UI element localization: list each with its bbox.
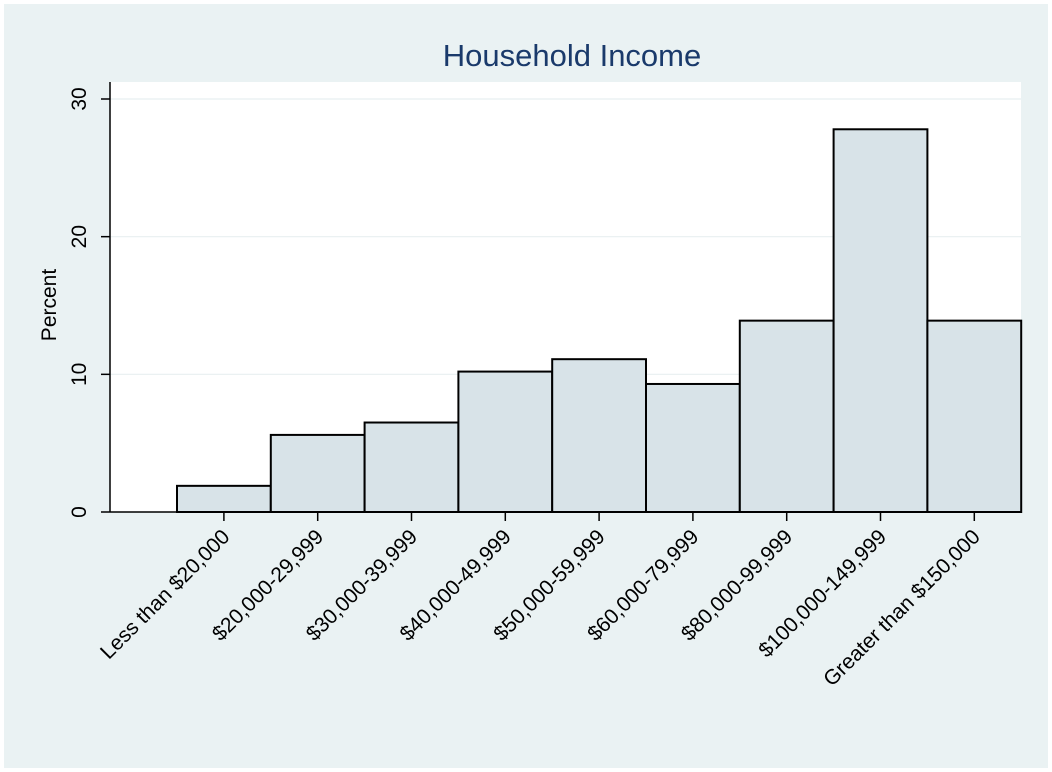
x-tick-label: Greater than $150,000 [819, 525, 985, 691]
y-axis-ticks: 0 10 20 30 [68, 87, 110, 518]
axes [109, 82, 1021, 513]
bar [738, 319, 835, 514]
y-tick-label: 10 [68, 363, 91, 386]
y-tick-label: 30 [68, 87, 91, 110]
bar [832, 128, 929, 514]
bar [457, 370, 554, 513]
y-tick-label: 20 [68, 225, 91, 248]
y-axis-label: Percent [38, 269, 61, 342]
bar [269, 433, 366, 514]
bar [926, 319, 1023, 514]
household-income-chart: Household Income 0 10 20 30 Less than $20,0… [38, 38, 1023, 691]
bar [551, 358, 648, 513]
x-tick-label: Less than $20,000 [96, 525, 234, 663]
chart-title: Household Income [443, 38, 702, 73]
bars [176, 128, 1023, 514]
x-axis-ticks: Less than $20,000$20,000-29,999$30,000-3… [96, 512, 985, 691]
y-tick-label: 0 [68, 506, 91, 518]
bar [176, 484, 272, 513]
chart-background: Household Income 0 10 20 30 Less than $20,0… [4, 4, 1048, 768]
bar [363, 421, 460, 513]
bar [645, 382, 741, 513]
